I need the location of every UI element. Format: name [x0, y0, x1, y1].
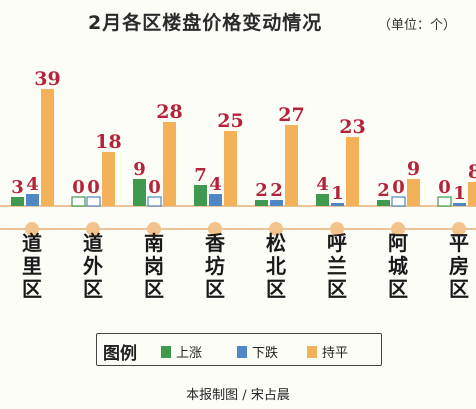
legend-label-fall: 下跌	[252, 346, 279, 361]
bar-fall-8	[453, 203, 466, 206]
bar-flat-5	[285, 125, 298, 206]
value-label-flat-5: 27	[278, 104, 304, 126]
bar-fall-5	[270, 200, 283, 206]
value-label-rise-7: 2	[377, 180, 390, 201]
category-label-5: 松北区	[266, 231, 286, 301]
bar-rise-6	[316, 194, 329, 206]
category-label-2: 道外区	[83, 231, 103, 301]
bar-flat-3	[163, 122, 176, 206]
category-marker-2	[86, 222, 100, 236]
chart-title: 2月各区楼盘价格变动情况	[88, 12, 323, 34]
value-label-rise-3: 9	[133, 159, 146, 180]
bar-flat-6	[346, 137, 359, 206]
value-label-fall-5: 2	[270, 180, 283, 201]
category-marker-8	[452, 222, 466, 236]
category-label-4: 香坊区	[205, 231, 226, 301]
value-label-fall-8: 1	[453, 183, 466, 204]
legend-swatch-rise	[161, 345, 171, 358]
bar-fall-2	[86, 196, 101, 207]
legend-swatch-flat	[307, 345, 317, 358]
value-label-flat-7: 9	[407, 158, 420, 180]
value-label-fall-7: 0	[392, 177, 405, 198]
legend-item-rise: 上涨	[161, 342, 202, 361]
legend-title: 图例	[103, 344, 137, 364]
category-marker-7	[391, 222, 405, 236]
legend-item-flat: 持平	[307, 342, 348, 361]
category-marker-3	[147, 222, 161, 236]
value-label-flat-8: 8	[468, 161, 476, 183]
value-label-flat-1: 39	[34, 68, 60, 90]
bar-rise-4	[194, 185, 207, 206]
bar-rise-1	[11, 197, 24, 206]
value-label-rise-8: 0	[438, 177, 451, 198]
category-marker-4	[208, 222, 222, 236]
bar-rise-5	[255, 200, 268, 206]
bar-flat-7	[407, 179, 420, 206]
value-label-flat-2: 18	[95, 131, 121, 153]
value-label-flat-3: 28	[156, 101, 182, 123]
category-marker-1	[25, 222, 39, 236]
bar-rise-2	[71, 196, 86, 207]
bar-flat-1	[41, 89, 54, 206]
bar-flat-8	[468, 182, 476, 206]
category-marker-5	[269, 222, 283, 236]
legend-swatch-fall	[237, 345, 247, 358]
bar-flat-4	[224, 131, 237, 206]
value-label-rise-5: 2	[255, 180, 268, 201]
category-label-8: 平房区	[449, 231, 469, 301]
category-label-7: 阿城区	[388, 231, 408, 301]
category-marker-6	[330, 222, 344, 236]
bar-rise-8	[437, 196, 452, 207]
value-label-fall-6: 1	[331, 183, 344, 204]
value-label-rise-4: 7	[194, 165, 207, 186]
bar-fall-4	[209, 194, 222, 206]
value-label-flat-4: 25	[217, 110, 243, 132]
bar-fall-6	[331, 203, 344, 206]
unit-note: （单位：个）	[378, 18, 457, 33]
value-label-fall-1: 4	[26, 174, 39, 195]
credit-line: 本报制图 / 宋占晨	[186, 388, 290, 403]
legend: 图例 上涨 下跌 持平	[96, 333, 382, 366]
value-label-fall-3: 0	[148, 177, 161, 198]
category-label-6: 呼兰区	[327, 231, 347, 301]
legend-label-flat: 持平	[322, 346, 349, 361]
category-label-1: 道里区	[22, 231, 42, 301]
value-label-flat-6: 23	[339, 116, 365, 138]
legend-item-fall: 下跌	[237, 342, 278, 361]
bar-rise-3	[133, 179, 146, 206]
value-label-fall-2: 0	[87, 177, 100, 198]
value-label-rise-6: 4	[316, 174, 329, 195]
bar-fall-1	[26, 194, 39, 206]
value-label-rise-2: 0	[72, 177, 85, 198]
legend-label-rise: 上涨	[176, 346, 203, 361]
bar-fall-7	[391, 196, 406, 207]
bar-flat-2	[102, 152, 115, 206]
bar-fall-3	[147, 196, 162, 207]
value-label-rise-1: 3	[11, 177, 24, 198]
bar-rise-7	[377, 200, 390, 206]
value-label-fall-4: 4	[209, 174, 222, 195]
category-label-3: 南岗区	[144, 231, 164, 301]
